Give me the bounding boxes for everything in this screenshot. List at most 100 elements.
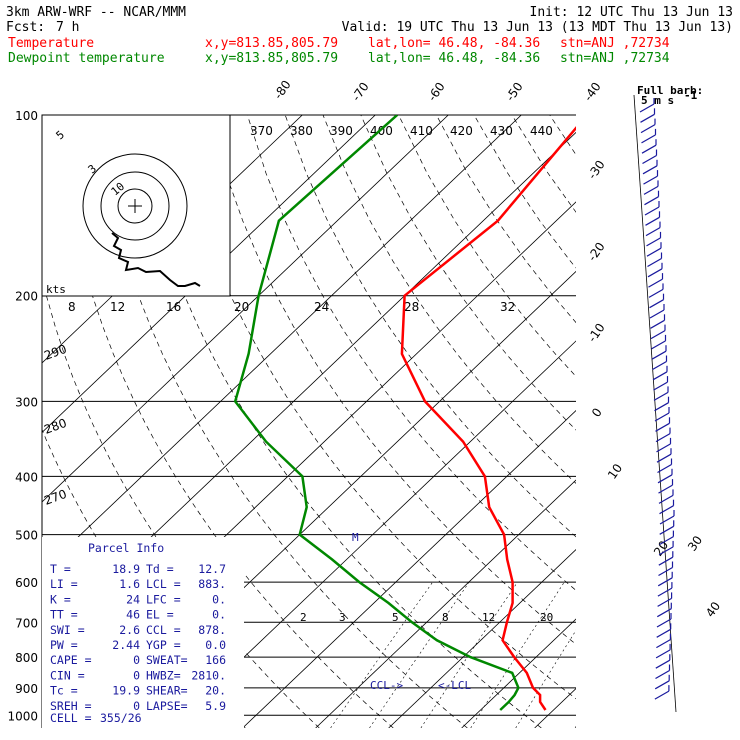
isotherm-label: -80 (271, 78, 294, 102)
wind-barb (659, 505, 674, 515)
parcel-label-right: LAPSE= (146, 699, 188, 713)
pressure-tick-300: 300 (15, 395, 38, 409)
wind-barb (654, 402, 669, 412)
isotherm-label: -30 (585, 158, 608, 182)
parcel-cell-value: 355/26 (100, 711, 142, 725)
lcl-marker: <-LCL (438, 679, 471, 692)
hodo-speed-label: 16 (166, 300, 181, 314)
mixing-ratio-line (574, 725, 576, 728)
isotherm-labels: -80 -70 -60 -50 -40 -30 -20 -10 0 10 20 30 40 (271, 78, 723, 620)
pressure-tick-700: 700 (15, 616, 38, 630)
wind-barb (641, 134, 656, 144)
wind-barb (651, 340, 666, 350)
mixing-ratio-label: 3 (339, 611, 346, 624)
theta-label: 430 (490, 124, 513, 138)
full-barb-value: 5 m s (641, 94, 674, 107)
parcel-cell-label: CELL = (50, 711, 92, 725)
wind-barb (657, 577, 673, 587)
parcel-value-left: 1.6 (119, 577, 140, 591)
mixing-ratio-label: 12 (482, 611, 495, 624)
hodograph-ring-inner (117, 188, 153, 224)
parcel-value-right: 883. (198, 577, 226, 591)
parcel-label-left: TT = (50, 608, 78, 622)
wind-barb (645, 227, 661, 237)
wind-barb (649, 309, 665, 319)
dry-adiabat-line (473, 115, 576, 269)
wind-barb (653, 381, 668, 391)
wind-barb (658, 556, 674, 566)
dry-adiabat-line (398, 115, 576, 377)
dewpoint-station: stn=ANJ ,72734 (560, 51, 670, 66)
temperature-profile (400, 126, 576, 711)
parcel-label-right: EL = (146, 608, 174, 622)
hodo-speed-label: 24 (314, 300, 329, 314)
dry-adiabat-line (549, 115, 576, 156)
parcel-label-right: SHEAR= (146, 684, 188, 698)
mixing-ratio-label: 8 (442, 611, 449, 624)
pressure-tick-500: 500 (15, 529, 38, 543)
wind-barb (648, 278, 663, 288)
pressure-tick-800: 800 (15, 651, 38, 665)
wind-barb (656, 628, 671, 638)
parcel-label-left: LI = (50, 577, 78, 591)
hodograph-trace (111, 232, 201, 287)
full-barb-sup: -1 (684, 89, 698, 102)
mixing-ratio-line (330, 581, 433, 728)
parcel-label-left: Tc = (50, 684, 78, 698)
mixing-ratio-label: 2 (300, 611, 307, 624)
wind-barb (657, 587, 673, 597)
dry-adiabat-label: 270 (42, 487, 68, 508)
mixing-ratio-line (420, 581, 518, 728)
isotherm-label: -60 (425, 80, 448, 104)
theta-label: 370 (250, 124, 273, 138)
dewpoint-latlon: lat,lon= 46.48, -84.36 (368, 51, 540, 66)
mixing-ratio-line (470, 581, 565, 728)
dry-adiabat-line (588, 115, 740, 728)
dry-adiabat-line (436, 115, 576, 324)
isotherm-label: 20 (651, 538, 671, 559)
wind-barb (659, 515, 675, 525)
dewpoint-xy: x,y=813.85,805.79 (205, 51, 338, 66)
wind-barb (655, 669, 670, 680)
parcel-label-left: CIN = (50, 668, 85, 682)
hodograph-ring-mid (100, 171, 170, 241)
mixing-ratio-labels: 2 3 5 8 12 20 (300, 611, 553, 624)
hodo-speed-labels: 8 12 16 20 24 28 32 (68, 300, 515, 314)
wind-barb (647, 257, 662, 268)
theta-label: 410 (410, 124, 433, 138)
forecast-hour: 7 h (56, 20, 79, 35)
parcel-value-left: 18.9 (112, 562, 140, 576)
wind-barb (656, 443, 671, 453)
wind-barb (655, 659, 671, 669)
ccl-marker: CCL-> (370, 679, 403, 692)
wind-barb (657, 608, 672, 618)
isotherm-label: -20 (585, 240, 608, 264)
dry-adiabat-label: 280 (42, 416, 68, 437)
dry-adiabat-labels: 290 280 270 (42, 342, 68, 508)
wind-barb (644, 196, 659, 206)
forecast-label: Fcst: (6, 20, 45, 35)
parcel-info-box: Parcel Info T = 18.9 Td = 12.7 LI = 1.6 LCL = 8… (42, 537, 244, 728)
isotherm-label: -50 (503, 80, 526, 104)
parcel-value-right: 0. (212, 608, 226, 622)
wind-barb (656, 639, 671, 649)
wind-barb (658, 566, 673, 577)
isotherm-label: -70 (349, 80, 372, 104)
isotherm-line (169, 340, 576, 728)
parcel-value-right: 166 (205, 653, 226, 667)
isotherm-line (388, 549, 576, 728)
parcel-value-right: 20. (205, 684, 226, 698)
parcel-label-left: CAPE = (50, 653, 92, 667)
parcel-label-right: HWBZ= (146, 668, 181, 682)
wind-barb (640, 113, 655, 123)
parcel-label-left: K = (50, 592, 71, 606)
parcel-value-right: 878. (198, 623, 226, 637)
theta-label: 440 (530, 124, 553, 138)
wind-barb (655, 433, 671, 443)
wind-barb (656, 618, 672, 628)
wind-barb (653, 391, 669, 401)
parcel-info-rows: T = 18.9 Td = 12.7 LI = 1.6 LCL = 883. K = 24 LFC … (50, 562, 226, 713)
wind-barb (646, 247, 662, 257)
wind-barb (654, 412, 670, 422)
parcel-info-background (42, 537, 244, 728)
